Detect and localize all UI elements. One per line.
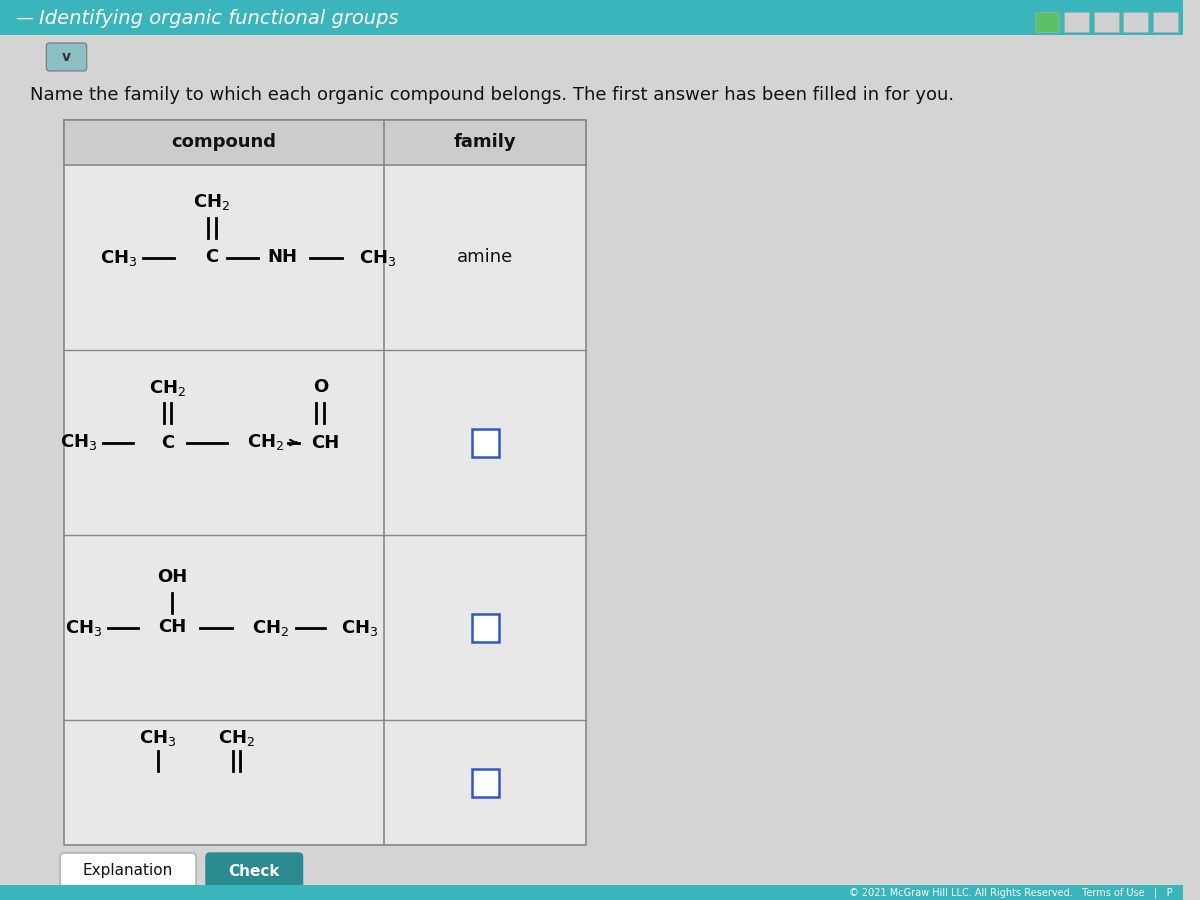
- Text: CH$_3$: CH$_3$: [359, 248, 396, 267]
- Bar: [0, 0, 1183, 35]
- Text: Name the family to which each organic compound belongs. The first answer has bee: Name the family to which each organic co…: [30, 86, 954, 104]
- Bar: [472, 769, 499, 796]
- Text: O: O: [313, 379, 328, 397]
- Text: CH: CH: [158, 618, 186, 636]
- Text: amine: amine: [457, 248, 514, 266]
- Text: CH$_2$: CH$_2$: [252, 617, 289, 637]
- Text: C: C: [205, 248, 218, 266]
- Bar: [1153, 12, 1177, 32]
- Bar: [1094, 12, 1118, 32]
- Text: Identifying organic functional groups: Identifying organic functional groups: [40, 8, 400, 28]
- Text: CH: CH: [311, 434, 340, 452]
- Text: CH$_3$: CH$_3$: [100, 248, 137, 267]
- Text: CH$_2$: CH$_2$: [218, 727, 256, 748]
- Text: CH$_2$: CH$_2$: [193, 193, 230, 212]
- Bar: [64, 120, 587, 165]
- Text: Check: Check: [228, 863, 280, 878]
- Text: CH$_3$: CH$_3$: [341, 617, 378, 637]
- Text: CH$_3$: CH$_3$: [65, 617, 102, 637]
- Text: CH$_3$: CH$_3$: [60, 433, 97, 453]
- Bar: [1123, 12, 1148, 32]
- Bar: [0, 885, 1183, 900]
- FancyBboxPatch shape: [206, 853, 302, 889]
- Text: CH$_3$: CH$_3$: [139, 727, 176, 748]
- Bar: [472, 428, 499, 456]
- Text: CH$_2$: CH$_2$: [149, 377, 186, 398]
- Bar: [1034, 12, 1060, 32]
- Text: © 2021 McGraw Hill LLC. All Rights Reserved.   Terms of Use   |   P: © 2021 McGraw Hill LLC. All Rights Reser…: [850, 887, 1172, 898]
- Text: CH$_2$: CH$_2$: [247, 433, 284, 453]
- FancyBboxPatch shape: [60, 853, 196, 889]
- Text: Explanation: Explanation: [83, 863, 173, 878]
- Bar: [1064, 12, 1090, 32]
- Bar: [472, 614, 499, 642]
- Text: OH: OH: [157, 569, 187, 587]
- Text: —: —: [14, 9, 32, 27]
- FancyBboxPatch shape: [47, 43, 86, 71]
- Text: v: v: [61, 50, 71, 64]
- Text: family: family: [454, 133, 517, 151]
- Text: C: C: [161, 434, 174, 452]
- Text: compound: compound: [172, 133, 277, 151]
- Text: NH: NH: [268, 248, 298, 266]
- Bar: [64, 120, 587, 845]
